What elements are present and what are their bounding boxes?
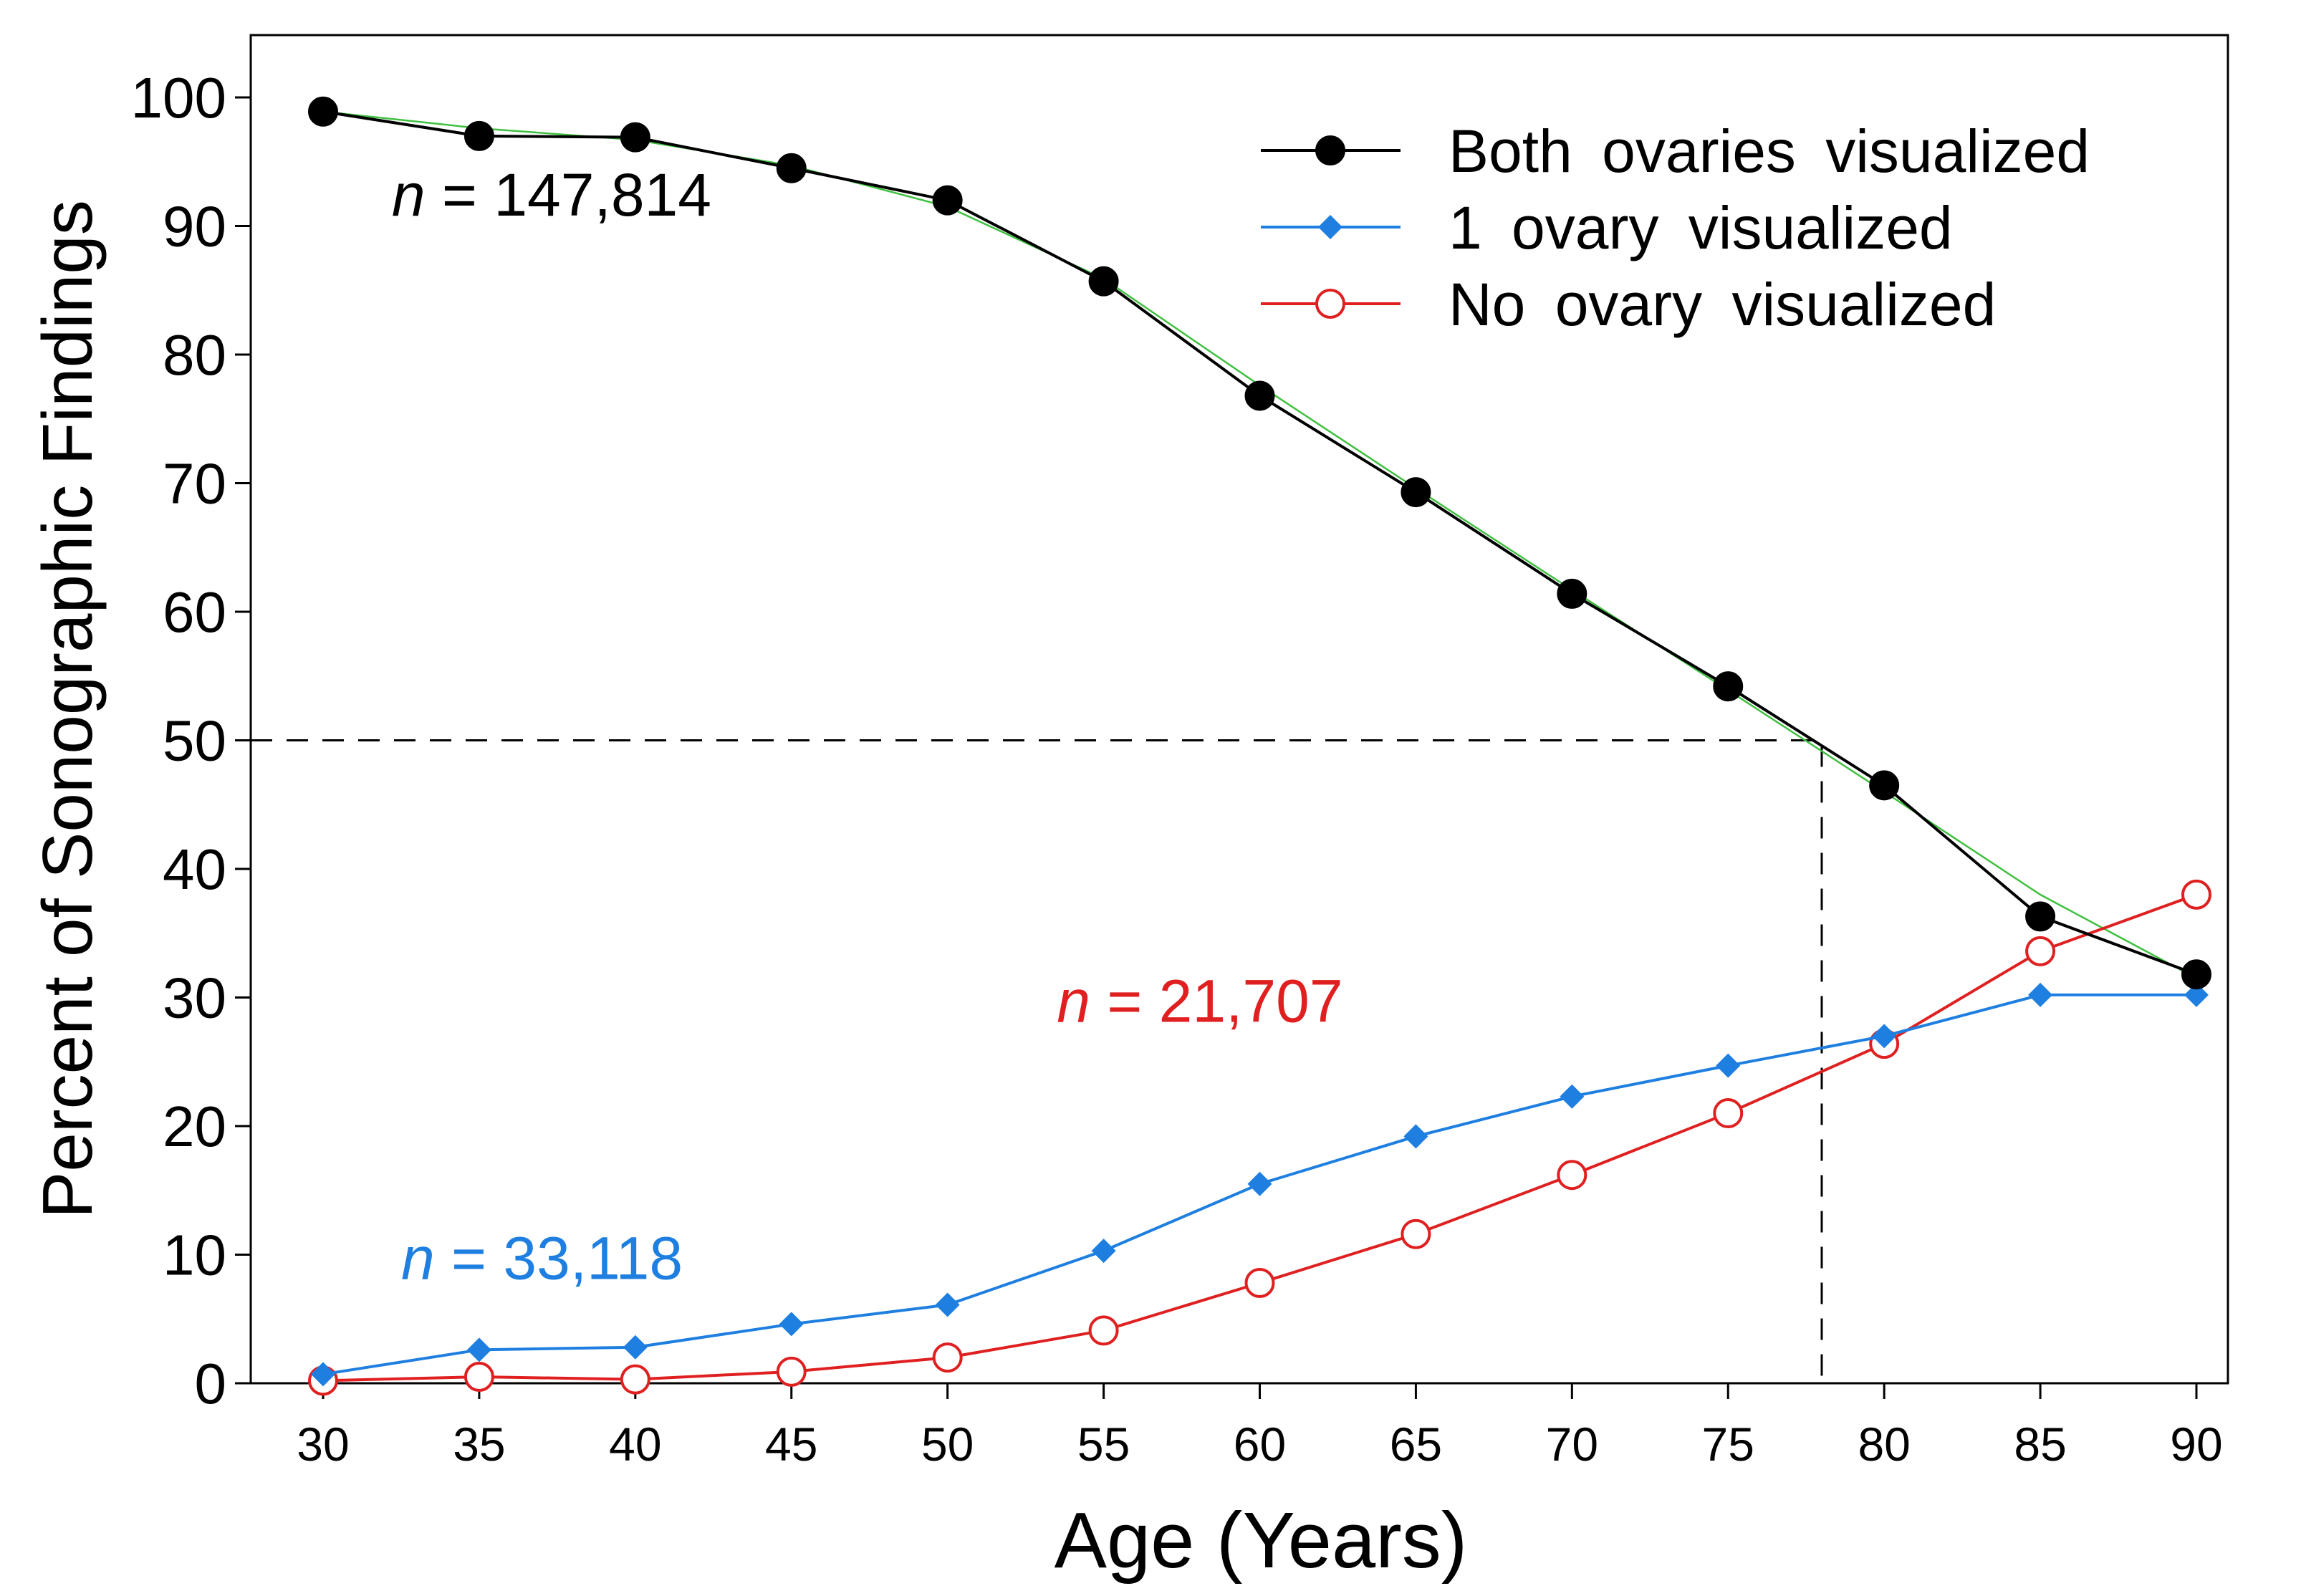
data-point <box>463 1362 494 1393</box>
data-point <box>1247 1171 1272 1196</box>
legend-marker <box>1315 135 1345 165</box>
x-tick-label: 45 <box>765 1418 817 1471</box>
data-point <box>311 1362 335 1387</box>
series-1 <box>311 982 2209 1387</box>
sample-size-label: n = 147,814 <box>392 161 711 229</box>
y-tick-label: 40 <box>163 837 226 901</box>
y-tick-label: 30 <box>163 966 226 1030</box>
data-point <box>1560 1084 1585 1109</box>
x-tick-label: 65 <box>1390 1418 1442 1471</box>
data-point <box>1401 477 1431 508</box>
data-point <box>1713 1098 1744 1129</box>
data-point <box>2028 982 2053 1007</box>
legend-marker <box>1315 289 1345 319</box>
x-tick-label: 55 <box>1077 1418 1130 1471</box>
data-point <box>932 1342 963 1373</box>
data-point <box>1872 1024 1897 1049</box>
plot-frame <box>249 34 2229 1385</box>
x-tick-label: 75 <box>1702 1418 1754 1471</box>
y-tick-label: 50 <box>163 709 226 773</box>
data-point <box>935 1292 960 1317</box>
x-tick-label: 85 <box>2014 1418 2066 1471</box>
x-tick-label: 40 <box>609 1418 661 1471</box>
x-tick-label: 35 <box>453 1418 505 1471</box>
data-point <box>932 185 963 216</box>
data-point <box>1869 770 1900 801</box>
sample-size-value: = 21,707 <box>1090 968 1343 1035</box>
x-tick-label: 80 <box>1858 1418 1910 1471</box>
sample-size-value: = 147,814 <box>426 161 711 229</box>
data-point <box>1557 578 1587 609</box>
data-point <box>620 1364 650 1395</box>
x-tick-label: 50 <box>921 1418 974 1471</box>
series-2 <box>308 879 2211 1396</box>
series-0 <box>308 96 2211 990</box>
y-axis: 0 10 20 30 40 50 60 70 80 90 100 <box>131 66 251 1415</box>
legend: Both ovaries visualized 1 ovary visualize… <box>1261 117 2090 338</box>
x-tick-label: 70 <box>1546 1418 1598 1471</box>
data-point <box>620 122 650 153</box>
data-point <box>1088 266 1119 297</box>
data-point <box>1713 671 1744 702</box>
y-tick-label: 0 <box>195 1352 227 1415</box>
sample-size-label: n = 33,118 <box>401 1225 683 1292</box>
sample-size-n: n <box>401 1225 435 1292</box>
data-point <box>779 1312 804 1337</box>
data-point <box>2025 901 2056 932</box>
legend-label: No ovary visualized <box>1449 271 1996 338</box>
data-point <box>463 120 494 151</box>
data-point <box>2184 982 2209 1007</box>
y-tick-label: 60 <box>163 580 226 644</box>
sample-size-label: n = 21,707 <box>1057 968 1342 1035</box>
data-point <box>2181 959 2211 990</box>
data-point <box>776 153 807 183</box>
y-tick-label: 90 <box>163 195 226 259</box>
sample-size-value: = 33,118 <box>435 1225 683 1292</box>
legend-label: Both ovaries visualized <box>1449 117 2090 185</box>
data-point <box>1091 1239 1116 1264</box>
y-tick-label: 70 <box>163 452 226 516</box>
x-tick-label: 90 <box>2170 1418 2222 1471</box>
data-point <box>623 1335 648 1360</box>
x-axis-label: Age (Years) <box>1055 1496 1468 1585</box>
data-point <box>1244 380 1275 411</box>
x-tick-label: 30 <box>297 1418 349 1471</box>
data-point <box>1244 1267 1275 1298</box>
sample-size-n: n <box>1057 968 1090 1035</box>
data-point <box>466 1337 491 1362</box>
y-tick-label: 100 <box>131 66 226 130</box>
y-axis-label: Percent of Sonographic Findings <box>28 200 107 1218</box>
series-group <box>308 96 2211 1396</box>
legend-label: 1 ovary visualized <box>1449 194 1953 261</box>
data-point <box>1557 1160 1587 1191</box>
sample-size-n: n <box>392 161 426 229</box>
x-tick-label: 60 <box>1234 1418 1286 1471</box>
y-tick-label: 10 <box>163 1224 226 1287</box>
data-point <box>2181 879 2211 910</box>
x-axis: 30 35 40 45 50 55 60 65 70 75 80 85 90 <box>297 1383 2223 1471</box>
data-point <box>1403 1124 1428 1149</box>
data-point <box>308 96 338 127</box>
data-point <box>2025 936 2056 966</box>
data-point <box>1088 1315 1119 1346</box>
data-point <box>776 1356 807 1387</box>
data-point <box>1401 1218 1431 1249</box>
legend-marker <box>1318 215 1342 239</box>
y-tick-label: 20 <box>163 1095 226 1158</box>
y-tick-label: 80 <box>163 323 226 387</box>
data-point <box>1716 1053 1741 1078</box>
